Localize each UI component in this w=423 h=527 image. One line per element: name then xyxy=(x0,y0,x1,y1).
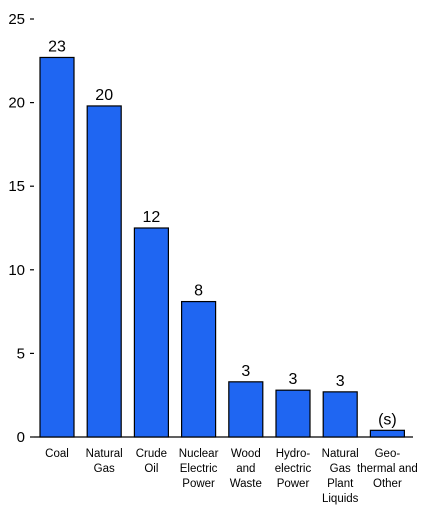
category-label-line: Other xyxy=(373,478,402,490)
category-label-line: Natural xyxy=(86,448,123,460)
data-label: 23 xyxy=(48,38,66,55)
category-label-line: Natural xyxy=(322,448,359,460)
y-tick-label: 20 xyxy=(8,95,25,112)
bar xyxy=(322,391,358,438)
data-label: 3 xyxy=(336,373,345,390)
category-label-line: electric xyxy=(275,463,312,475)
category-label-line: Power xyxy=(277,478,310,490)
category-label: Geo-thermal and Other xyxy=(357,448,418,490)
data-label: (s) xyxy=(378,411,397,428)
category-label-line: Hydro- xyxy=(276,448,311,460)
bar xyxy=(228,381,264,438)
category-label-line: Waste xyxy=(230,478,262,490)
category-label-line: Electric xyxy=(180,463,218,475)
category-label-line: Gas xyxy=(94,463,115,475)
y-tick-label: 0 xyxy=(17,429,25,446)
category-label-line: Power xyxy=(182,478,215,490)
category-label-line: Liquids xyxy=(322,493,359,505)
category-label: Natural Gas xyxy=(86,448,123,475)
category-label-line: and xyxy=(236,463,255,475)
category-label: Nuclear Electric Power xyxy=(179,448,219,490)
bar xyxy=(275,389,311,438)
data-label: 12 xyxy=(143,209,161,226)
y-tick-label: 25 xyxy=(8,11,25,28)
category-label-line: Crude xyxy=(136,448,167,460)
bar xyxy=(133,227,169,438)
y-tick-label: 10 xyxy=(8,262,25,279)
category-labels: Coal Natural Gas Crude Oil Nuclear Electric Pow… xyxy=(45,448,418,505)
category-label: Coal xyxy=(45,448,69,460)
y-tick-label: 15 xyxy=(8,178,25,195)
category-label: Crude Oil xyxy=(136,448,167,475)
bar xyxy=(86,105,122,438)
data-label: 3 xyxy=(289,371,298,388)
data-label: 3 xyxy=(241,363,250,380)
bar xyxy=(181,300,217,438)
bars xyxy=(39,56,405,438)
bar xyxy=(369,429,405,438)
bar xyxy=(39,56,75,438)
category-label-line: thermal and xyxy=(357,463,418,475)
category-label-line: Oil xyxy=(144,463,158,475)
data-label: 20 xyxy=(95,87,113,104)
category-label-line: Plant xyxy=(327,478,354,490)
category-label-line: Wood xyxy=(231,448,261,460)
category-label-line: Coal xyxy=(45,448,69,460)
category-label-line: Gas xyxy=(330,463,351,475)
category-label: Natural Gas Plant Liquids xyxy=(322,448,359,505)
category-label-line: Nuclear xyxy=(179,448,219,460)
category-label: Wood and Waste xyxy=(230,448,262,490)
data-label: 8 xyxy=(194,283,203,300)
category-label: Hydro-electric Power xyxy=(275,448,312,490)
data-labels: 23 20 12 8 3 3 3 (s) xyxy=(48,38,397,428)
y-tick-label: 5 xyxy=(17,345,25,362)
category-label-line: Geo- xyxy=(375,448,401,460)
